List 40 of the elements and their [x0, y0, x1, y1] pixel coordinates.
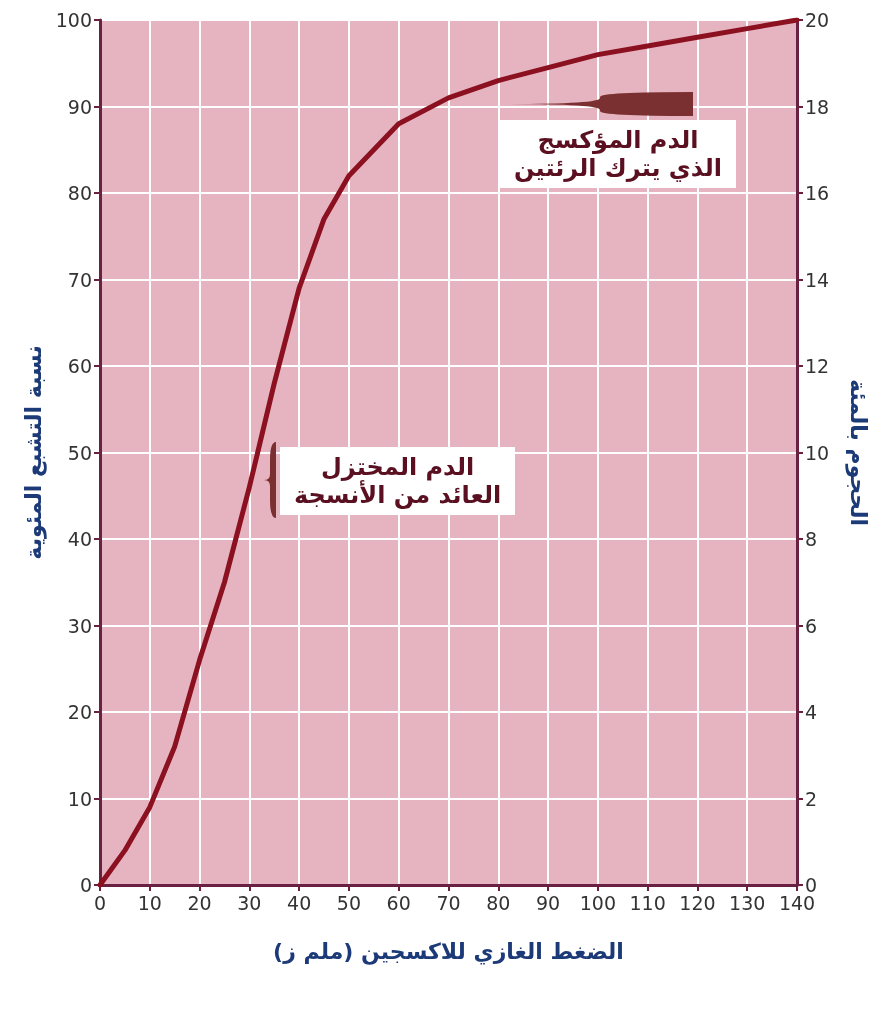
y-tick-label: 0 — [79, 874, 92, 896]
x-tick-label: 100 — [579, 891, 616, 914]
y-axis-title: نسبة التشبع المئوية — [21, 345, 48, 560]
y-tick-label: 40 — [67, 528, 92, 550]
y2-tick-label: 12 — [805, 355, 830, 377]
x-tick-label: 20 — [187, 891, 212, 914]
x-tick-label: 80 — [486, 891, 511, 914]
y2-tick-label: 20 — [805, 9, 830, 31]
x-tick-label: 40 — [287, 891, 312, 914]
y-tick-label: 100 — [55, 9, 92, 31]
y2-tick-label: 6 — [805, 614, 818, 637]
x-tick-label: 130 — [729, 891, 766, 914]
y-tick-label: 20 — [67, 701, 92, 723]
x-tick-label: 60 — [386, 891, 411, 914]
y2-tick-label: 14 — [805, 268, 830, 291]
x-tick-label: 10 — [137, 891, 162, 914]
y-tick-label: 30 — [67, 614, 92, 637]
y2-tick-label: 18 — [805, 95, 830, 118]
x-tick-label: 120 — [679, 891, 716, 914]
y2-axis-title: الحجوم بالمئة — [844, 379, 871, 526]
y2-tick-label: 2 — [805, 787, 818, 810]
x-tick-label: 50 — [336, 891, 362, 914]
y-tick-label: 10 — [67, 787, 92, 810]
y2-tick-label: 4 — [805, 701, 818, 723]
y2-tick-label: 8 — [805, 528, 818, 550]
x-tick-label: 70 — [436, 891, 461, 914]
y-tick-label: 90 — [67, 95, 92, 118]
annotation: الدم المؤكسج الذي يترك الرئتين — [500, 120, 736, 188]
x-tick-label: 110 — [629, 891, 666, 914]
annotation: الدم المختزل العائد من الأنسجة — [280, 447, 516, 515]
y-tick-label: 80 — [67, 182, 92, 204]
x-tick-label: 90 — [535, 891, 561, 914]
y2-tick-label: 16 — [805, 182, 830, 204]
x-tick-label: 0 — [93, 891, 107, 914]
x-axis-title: الضغط الغازي للاكسجين (ملم ز) — [273, 938, 624, 965]
y-tick-label: 70 — [67, 268, 92, 291]
y-tick-label: 60 — [67, 355, 92, 377]
y-tick-label: 50 — [67, 441, 92, 464]
x-tick-label: 30 — [237, 891, 262, 914]
y2-tick-label: 10 — [805, 441, 830, 464]
